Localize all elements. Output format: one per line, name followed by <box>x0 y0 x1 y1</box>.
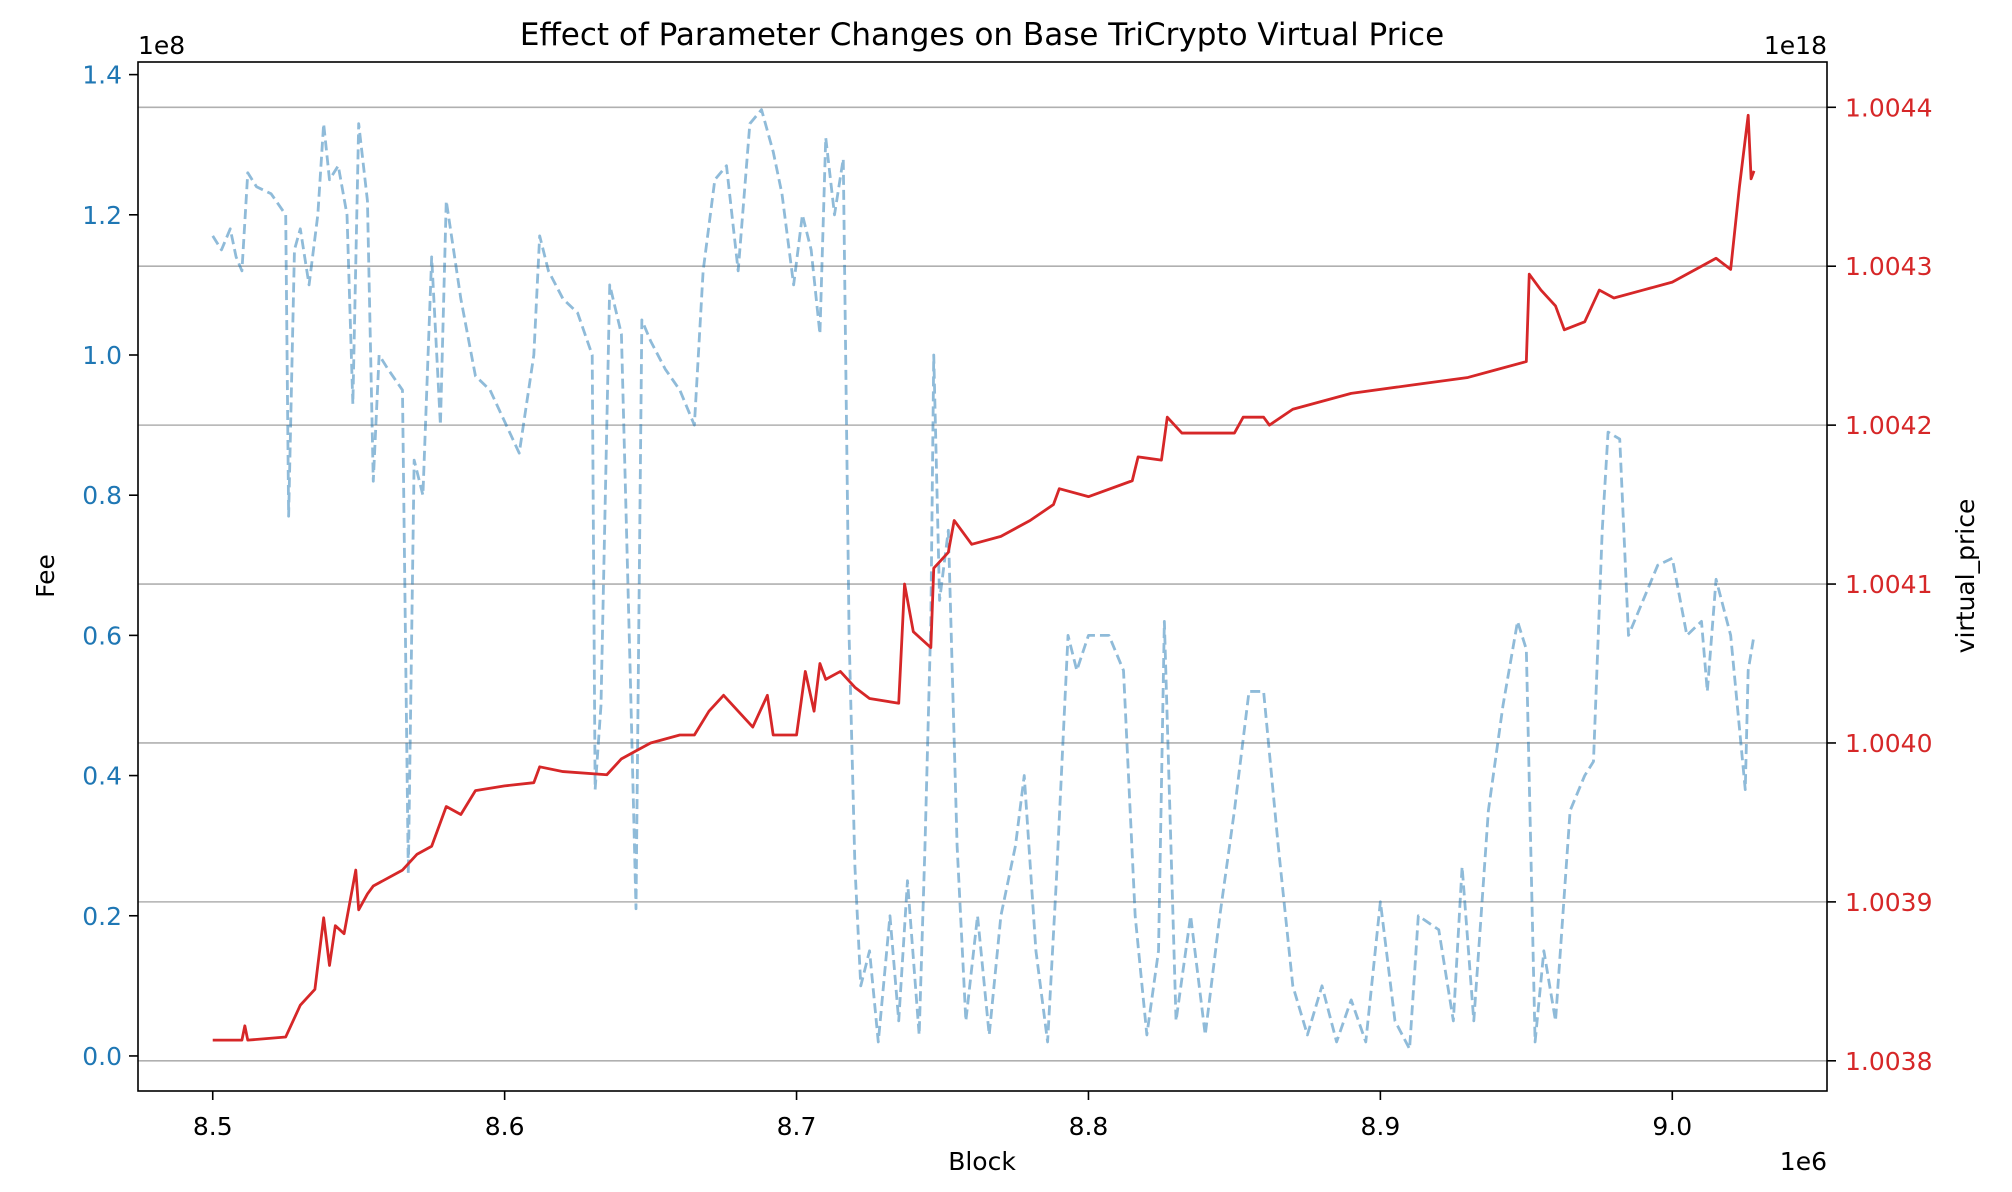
y-tick-label: 1.4 <box>82 61 122 90</box>
y-tick-label: 0.6 <box>82 621 122 650</box>
y2-tick-label: 1.0039 <box>1845 888 1932 917</box>
x-tick-label: 8.7 <box>777 1112 817 1141</box>
y2-tick-label: 1.0042 <box>1845 411 1932 440</box>
y2-tick-label: 1.0041 <box>1845 570 1932 599</box>
y2-tick-label: 1.0043 <box>1845 252 1932 281</box>
series-line <box>211 108 1756 1051</box>
x-tick-label: 9.0 <box>1652 1112 1692 1141</box>
y2-tick-label: 1.0040 <box>1845 729 1932 758</box>
plot-area <box>211 108 1756 1051</box>
y-tick-label: 0.8 <box>82 481 122 510</box>
x-offset-label: 1e6 <box>1780 1147 1827 1176</box>
x-tick-label: 8.5 <box>193 1112 233 1141</box>
y-tick-label: 0.2 <box>82 902 122 931</box>
y-tick-label: 1.2 <box>82 201 122 230</box>
series-line <box>212 113 1756 1042</box>
y2-tick-label: 1.0044 <box>1845 93 1932 122</box>
y-offset-label: 1e8 <box>138 31 185 60</box>
x-tick-label: 8.9 <box>1360 1112 1400 1141</box>
y2-tick-label: 1.0038 <box>1845 1047 1932 1076</box>
y2-offset-label: 1e18 <box>1764 31 1827 60</box>
y-tick-label: 0.4 <box>82 762 122 791</box>
x-axis-label: Block <box>948 1147 1016 1176</box>
plot-frame <box>137 61 1828 1092</box>
x-tick-label: 8.8 <box>1069 1112 1109 1141</box>
y2-axis-label: virtual_price <box>1951 499 1980 654</box>
x-tick-label: 8.6 <box>485 1112 525 1141</box>
y-tick-label: 0.0 <box>82 1042 122 1071</box>
y-tick-label: 1.0 <box>82 341 122 370</box>
y-axis-label: Fee <box>31 554 60 598</box>
chart-title: Effect of Parameter Changes on Base TriC… <box>520 17 1444 53</box>
